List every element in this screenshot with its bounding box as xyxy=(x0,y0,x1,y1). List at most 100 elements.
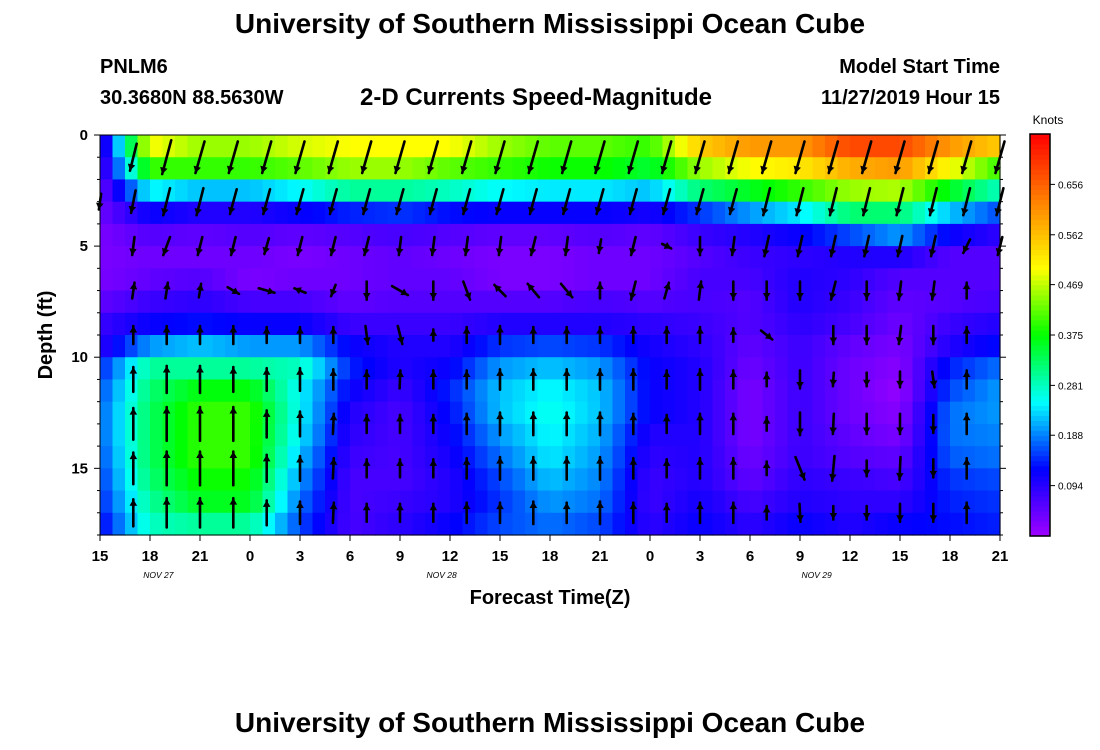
heatmap-cell xyxy=(712,312,726,336)
heatmap-cell xyxy=(250,179,264,203)
heatmap-cell xyxy=(937,379,951,403)
heatmap-cell xyxy=(800,135,814,158)
current-vector xyxy=(293,140,306,175)
heatmap-cell xyxy=(537,268,551,292)
heatmap-cell xyxy=(325,490,339,514)
heatmap-cell xyxy=(800,490,814,514)
heatmap-cell xyxy=(950,401,964,425)
current-vector xyxy=(262,366,271,393)
current-vector xyxy=(895,280,904,301)
heatmap-cell xyxy=(225,290,239,314)
current-vector xyxy=(796,369,804,390)
heatmap-cell xyxy=(687,335,701,358)
heatmap-cell xyxy=(675,157,689,181)
current-vector xyxy=(896,455,904,481)
heatmap-cell xyxy=(375,135,389,158)
heatmap-cell xyxy=(825,268,839,292)
current-vector xyxy=(961,238,972,255)
heatmap-cell xyxy=(475,468,489,492)
heatmap-cell xyxy=(775,335,789,358)
heatmap-cell xyxy=(137,268,151,292)
heatmap-cell xyxy=(512,423,526,447)
x-tick-label: 12 xyxy=(842,548,859,565)
heatmap-cell xyxy=(325,468,339,492)
heatmap-cell xyxy=(850,401,864,425)
heatmap-cell xyxy=(350,379,364,403)
heatmap-cell xyxy=(837,179,851,203)
x-tick-label: 18 xyxy=(142,548,159,565)
heatmap-cell xyxy=(212,446,226,469)
heatmap-cell xyxy=(625,357,639,381)
y-axis-label: Depth (ft) xyxy=(35,291,57,380)
heatmap-cell xyxy=(762,312,776,336)
heatmap-cell xyxy=(800,379,814,403)
heatmap-cell xyxy=(637,468,651,492)
heatmap-cell xyxy=(637,446,651,469)
heatmap-cell xyxy=(287,290,301,314)
colorbar-segment xyxy=(1030,385,1050,391)
heatmap-cell xyxy=(500,223,514,247)
heatmap-cell xyxy=(462,446,476,469)
heatmap-cell xyxy=(887,379,901,403)
heatmap-cell xyxy=(187,379,201,403)
colorbar-segment xyxy=(1030,455,1050,462)
heatmap-cell xyxy=(200,290,214,314)
current-vector xyxy=(729,369,738,390)
heatmap-cell xyxy=(775,401,789,425)
current-vector xyxy=(926,140,940,175)
heatmap-cell xyxy=(900,379,914,403)
heatmap-cell xyxy=(175,357,189,381)
heatmap-cell xyxy=(162,512,176,536)
heatmap-cell xyxy=(550,268,564,292)
heatmap-cell xyxy=(512,179,526,203)
heatmap-cell xyxy=(487,512,501,536)
heatmap-cell xyxy=(350,312,364,336)
heatmap-cell xyxy=(312,379,326,403)
current-vector xyxy=(361,188,372,216)
current-vector xyxy=(129,235,137,257)
heatmap-cell xyxy=(600,223,614,247)
heatmap-cell xyxy=(687,423,701,447)
current-vector xyxy=(729,456,738,480)
heatmap-cell xyxy=(600,268,614,292)
heatmap-cell xyxy=(237,357,251,381)
heatmap-cell xyxy=(687,512,701,536)
heatmap-cell xyxy=(475,335,489,358)
heatmap-cell xyxy=(800,446,814,469)
heatmap-cell xyxy=(512,357,526,381)
heatmap-cell xyxy=(212,223,226,247)
page-title: University of Southern Mississippi Ocean… xyxy=(234,8,866,39)
heatmap-cell xyxy=(575,157,589,181)
heatmap-cell xyxy=(987,223,1001,247)
heatmap-cell xyxy=(975,468,989,492)
current-vector xyxy=(660,140,673,175)
current-vector xyxy=(529,367,538,391)
heatmap-cell xyxy=(787,312,801,336)
heatmap-cell xyxy=(550,512,564,536)
heatmap-cell xyxy=(987,379,1001,403)
heatmap-cell xyxy=(875,446,889,469)
heatmap-cell xyxy=(337,468,351,492)
heatmap-cell xyxy=(462,335,476,358)
heatmap-cell xyxy=(737,401,751,425)
heatmap-cell xyxy=(862,401,876,425)
heatmap-cell xyxy=(662,468,676,492)
heatmap-cell xyxy=(950,512,964,536)
x-tick-label: 18 xyxy=(942,548,959,565)
model-start-value: 11/27/2019 Hour 15 xyxy=(820,87,1000,109)
heatmap-cell xyxy=(475,201,489,225)
heatmap-cell xyxy=(100,246,114,269)
heatmap-cell xyxy=(775,246,789,269)
heatmap-cell xyxy=(825,446,839,469)
current-vector xyxy=(396,369,404,390)
heatmap-cell xyxy=(975,357,989,381)
heatmap-cell xyxy=(700,290,714,314)
heatmap-cell xyxy=(737,201,751,225)
heatmap-cell xyxy=(287,490,301,514)
current-vector xyxy=(929,280,937,301)
heatmap-cell xyxy=(412,512,426,536)
heatmap-cell xyxy=(175,512,189,536)
current-vector xyxy=(328,235,337,257)
heatmap-cell xyxy=(137,379,151,403)
heatmap-cell xyxy=(737,490,751,514)
